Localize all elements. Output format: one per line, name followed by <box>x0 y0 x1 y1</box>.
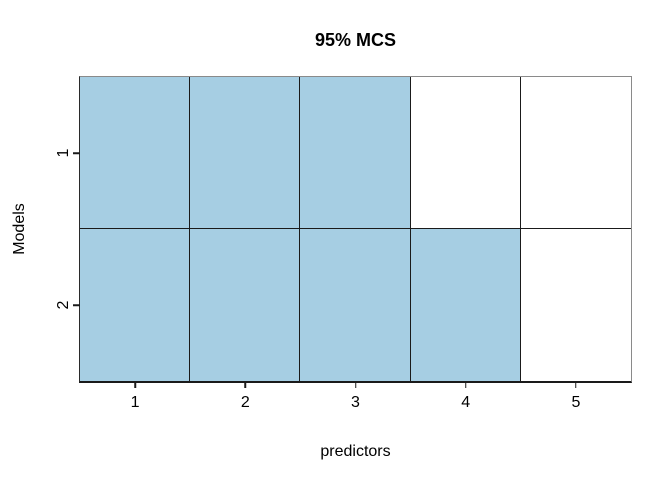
x-tick-label-4: 4 <box>461 394 471 411</box>
grid-cell-model1-predictor2 <box>190 77 301 229</box>
grid-cell-model2-predictor5 <box>520 229 631 381</box>
grid-cell-model1-predictor4 <box>410 77 521 229</box>
x-tick-mark-4 <box>464 381 467 388</box>
x-tick-label-1: 1 <box>130 394 140 411</box>
x-tick-mark-2 <box>244 381 247 388</box>
x-tick-label-2: 2 <box>240 394 250 411</box>
x-tick-label-5: 5 <box>571 394 581 411</box>
grid-cell-model2-predictor3 <box>300 229 411 381</box>
chart-title: 95% MCS <box>314 30 397 50</box>
grid-cell-model1-predictor1 <box>80 77 191 229</box>
x-tick-mark-1 <box>134 381 136 388</box>
x-tick-mark-3 <box>354 381 357 388</box>
grid-cell-model2-predictor1 <box>80 229 191 381</box>
y-tick-mark-1 <box>73 152 80 154</box>
grid-cell-model1-predictor5 <box>520 77 631 229</box>
heatmap-grid <box>80 77 631 381</box>
x-tick-label-3: 3 <box>351 394 360 411</box>
grid-cell-model1-predictor3 <box>300 77 411 229</box>
x-tick-mark-5 <box>575 381 577 388</box>
x-axis-label: predictors <box>320 443 391 460</box>
y-tick-mark-2 <box>73 304 80 306</box>
grid-cell-model2-predictor2 <box>190 229 301 381</box>
grid-cell-model2-predictor4 <box>410 229 521 381</box>
